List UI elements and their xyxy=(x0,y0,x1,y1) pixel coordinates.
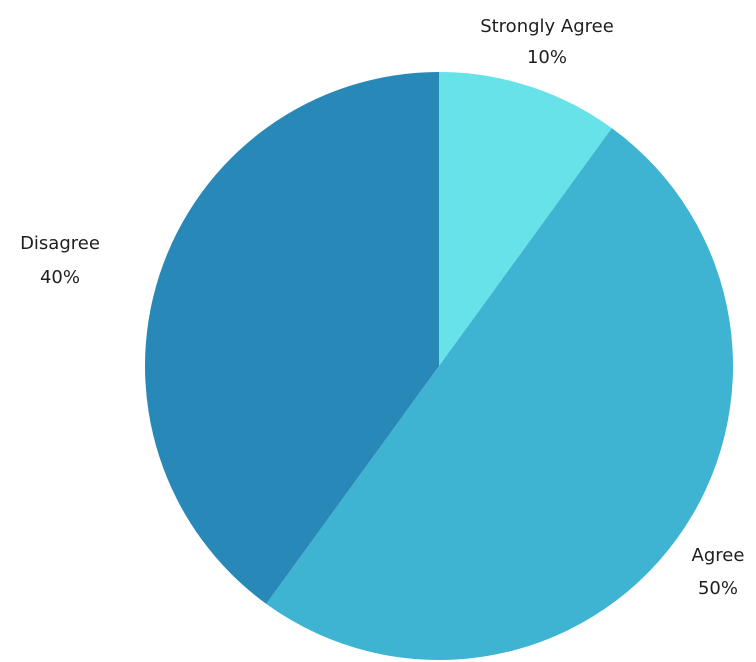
slice-label-strongly-agree: Strongly Agree xyxy=(480,16,614,37)
slice-label-disagree: Disagree xyxy=(20,233,100,254)
slice-label-agree: Agree xyxy=(692,545,745,566)
pie-slice-disagree xyxy=(145,72,439,604)
slice-value-strongly-agree: 10% xyxy=(527,47,567,68)
pie-slice-agree xyxy=(266,128,733,661)
slice-value-agree: 50% xyxy=(698,578,738,599)
pie-slice-strongly-agree xyxy=(439,72,612,366)
slice-labels: Strongly Agree 10% Agree 50% Disagree 40… xyxy=(20,16,744,599)
pie-slices xyxy=(145,72,733,661)
slice-value-disagree: 40% xyxy=(40,267,80,288)
